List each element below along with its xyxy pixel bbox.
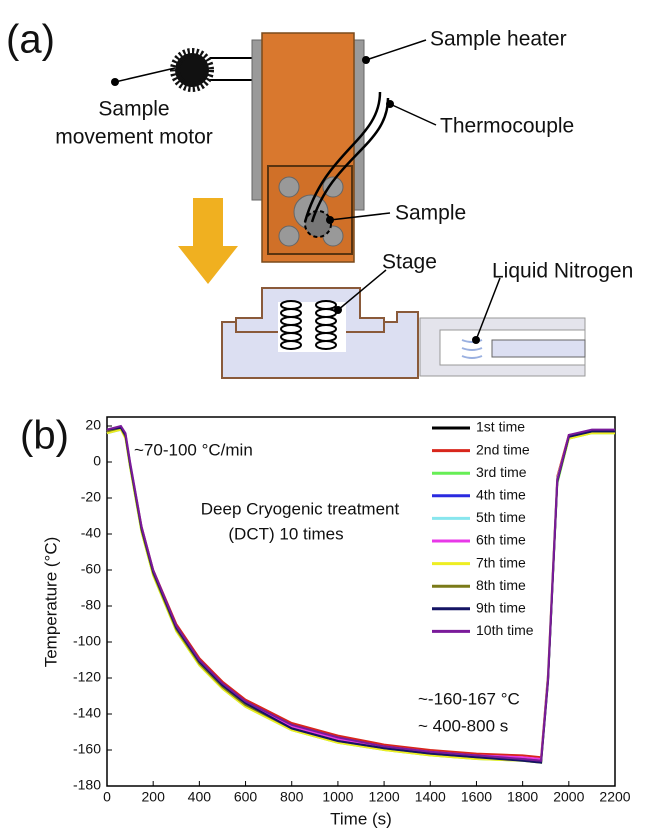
series-line (106, 426, 615, 762)
y-tick-label: -140 (73, 705, 101, 721)
legend-label: 1st time (476, 419, 525, 435)
y-tick-label: -60 (81, 561, 101, 577)
legend-label: 6th time (476, 532, 526, 548)
leader-dots (111, 56, 480, 344)
label: Sample (98, 98, 169, 121)
x-tick-label: 2000 (553, 789, 584, 805)
x-tick-label: 1200 (369, 789, 400, 805)
screw (278, 176, 300, 198)
series-line (106, 428, 615, 762)
series-line (106, 428, 615, 764)
y-tick-label: -160 (73, 741, 101, 757)
label: Sample heater (430, 28, 567, 51)
legend-label: 5th time (476, 509, 526, 525)
x-tick-label: 600 (234, 789, 258, 805)
diagram: (a) Sample heater T (6, 18, 633, 379)
screw (278, 225, 300, 247)
series-line (106, 428, 615, 761)
x-tick-label: 400 (188, 789, 212, 805)
x-tick-label: 200 (142, 789, 166, 805)
legend-label: 3rd time (476, 464, 527, 480)
sample (304, 210, 332, 238)
legend-label: 4th time (476, 487, 526, 503)
y-tick-label: -80 (81, 597, 101, 613)
ln2-rod (491, 339, 586, 358)
panel-label: (b) (20, 414, 69, 458)
leaders (114, 39, 501, 341)
label: movement motor (55, 126, 213, 149)
y-tick-label: 0 (93, 453, 101, 469)
y-tick-label: -180 (73, 777, 101, 793)
annotation: (DCT) 10 times (228, 524, 343, 543)
x-axis-label: Time (s) (330, 809, 392, 828)
y-tick-label: -40 (81, 525, 101, 541)
series-line (106, 426, 615, 759)
x-tick-label: 800 (280, 789, 304, 805)
series-line (106, 424, 615, 762)
chart: (b) Temperature (°C) Time (s) ~70-100 °C… (20, 414, 631, 829)
panel-label: (a) (6, 18, 55, 62)
legend-label: 9th time (476, 600, 526, 616)
y-tick-label: -100 (73, 633, 101, 649)
y-axis-label: Temperature (°C) (41, 537, 60, 668)
plot-frame (106, 416, 616, 787)
annotation: ~-160-167 °C (418, 689, 520, 708)
legend-label: 2nd time (476, 441, 530, 457)
series-line (106, 426, 615, 762)
y-tick-label: 20 (85, 417, 101, 433)
x-tick-label: 1800 (507, 789, 538, 805)
x-tick-label: 1600 (461, 789, 492, 805)
series-line (106, 428, 615, 764)
x-tick-label: 2200 (599, 789, 630, 805)
y-tick-label: -20 (81, 489, 101, 505)
label: Sample (395, 202, 466, 225)
screw (322, 176, 344, 198)
motor (170, 48, 214, 92)
label: Stage (382, 251, 437, 274)
legend-label: 8th time (476, 577, 526, 593)
series-line (106, 426, 615, 764)
label: Liquid Nitrogen (492, 260, 633, 283)
thermocouple-wire (310, 97, 390, 223)
series-line (106, 428, 615, 762)
x-tick-label: 1000 (322, 789, 353, 805)
arrow (178, 198, 238, 284)
thermocouple-wire (303, 91, 382, 223)
y-tick-label: -120 (73, 669, 101, 685)
annotation: ~ 400-800 s (418, 716, 508, 735)
x-tick-label: 1400 (415, 789, 446, 805)
annotation: Deep Cryogenic treatment (201, 499, 400, 518)
legend-label: 7th time (476, 554, 526, 570)
x-tick-label: 0 (103, 789, 111, 805)
annotation: ~70-100 °C/min (134, 440, 253, 459)
ln2-flow (461, 339, 483, 359)
legend-label: 10th time (476, 622, 534, 638)
label: Thermocouple (440, 115, 574, 138)
